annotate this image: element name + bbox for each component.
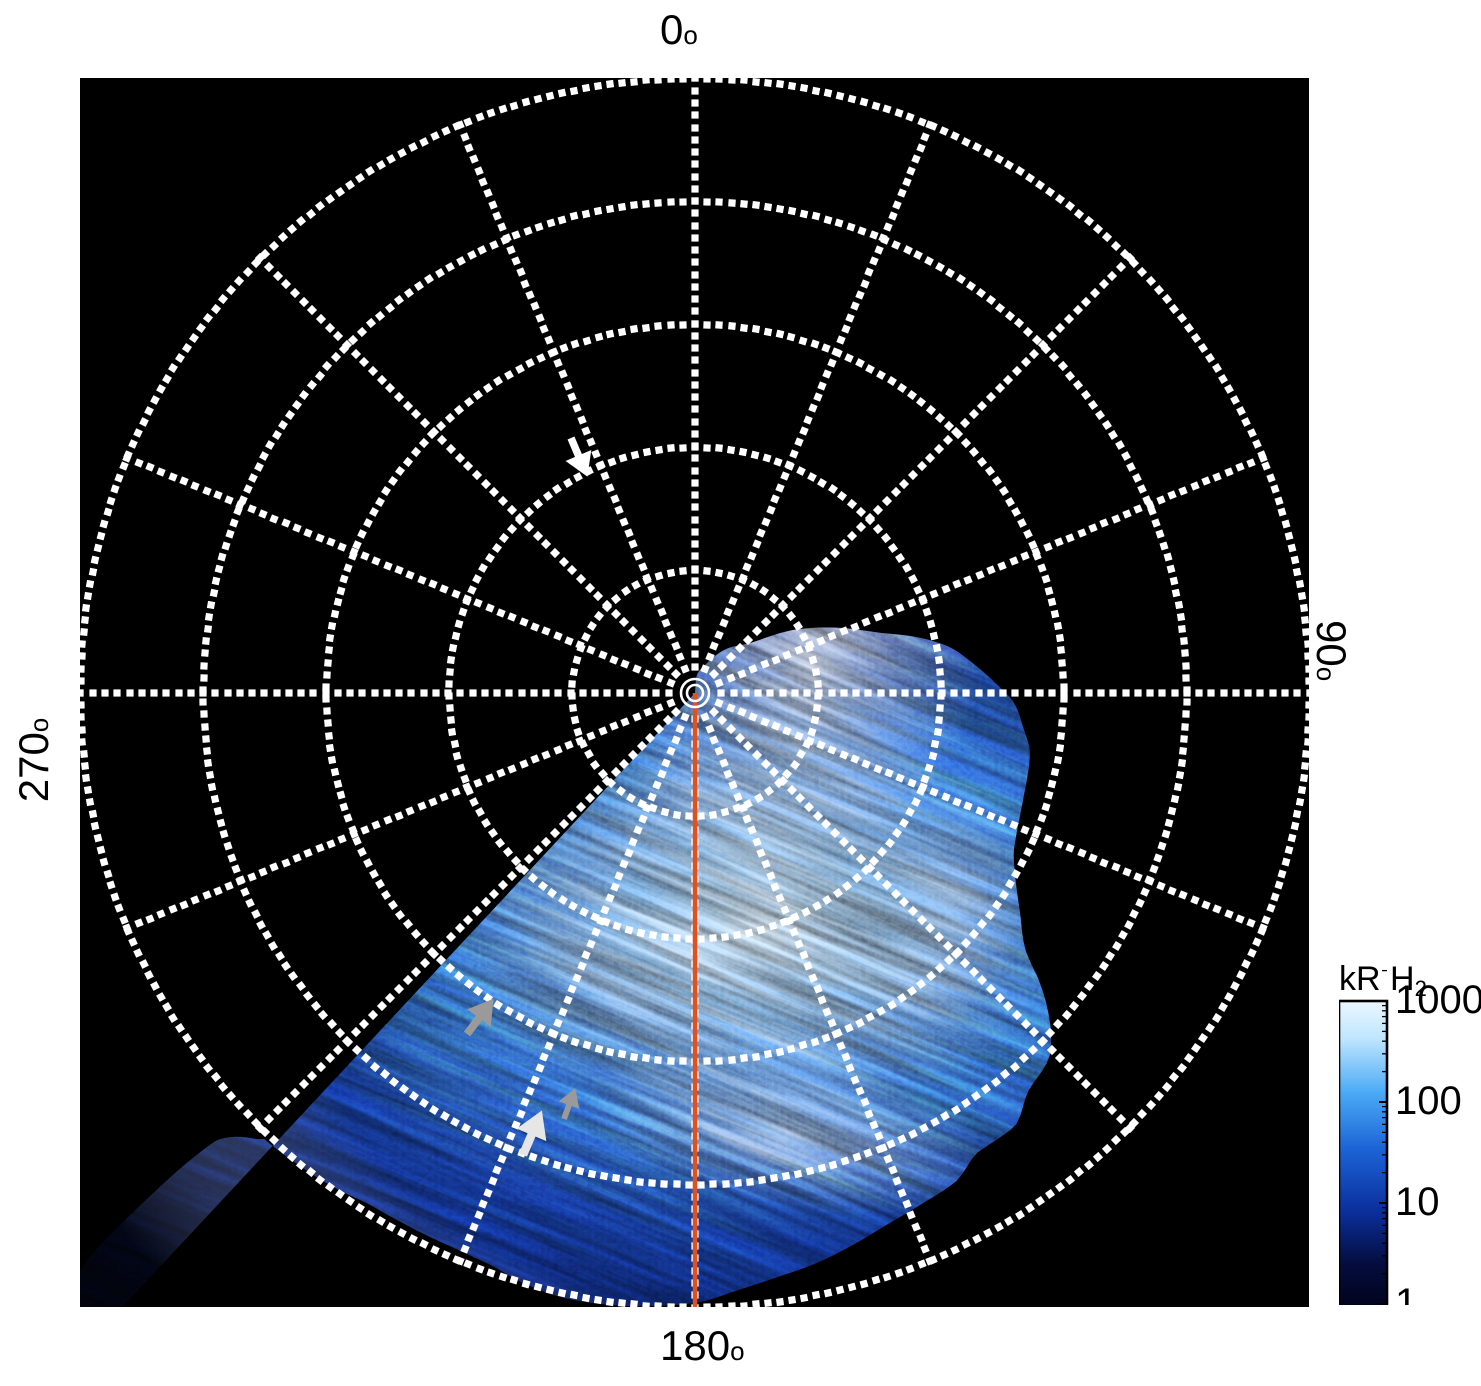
svg-text:10: 10	[1395, 1180, 1440, 1224]
svg-text:100: 100	[1395, 1079, 1462, 1123]
svg-text:1: 1	[1395, 1281, 1417, 1305]
svg-text:1000: 1000	[1395, 978, 1481, 1022]
